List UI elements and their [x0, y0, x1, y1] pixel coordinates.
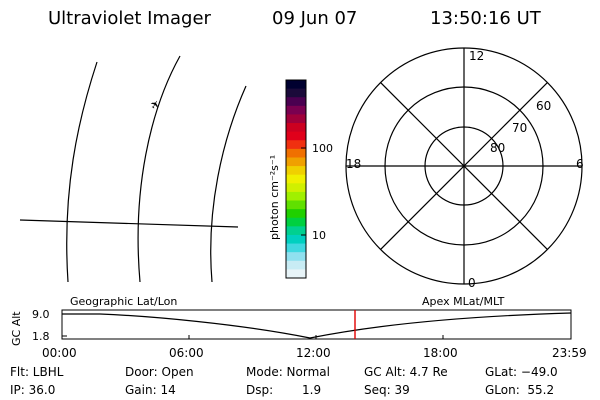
- colorbar-segment: [286, 131, 306, 141]
- altitude-timeline: [61, 309, 572, 340]
- apex-label: Apex MLat/MLT: [422, 295, 505, 308]
- colorbar-segment: [286, 209, 306, 219]
- dsp-status-label: Dsp:: [246, 383, 274, 397]
- colorbar-segment: [286, 148, 306, 158]
- door-status: Door: Open: [125, 365, 194, 379]
- timeline-frame: [61, 309, 572, 340]
- colorbar-segment: [286, 191, 306, 202]
- colorbar-label-10: 10: [312, 229, 326, 242]
- timeline-y-axis-label: GC Alt: [10, 311, 23, 346]
- timeline-ytick-label-1: 1.8: [32, 330, 50, 343]
- gc-alt-status: GC Alt: 4.7 Re: [364, 365, 448, 379]
- glon-status: GLon: 55.2: [485, 383, 555, 397]
- meridian-line-2: [137, 55, 181, 283]
- instrument-title: Ultraviolet Imager: [48, 8, 211, 29]
- colorbar-segment: [286, 260, 306, 270]
- mode-status: Mode: Normal: [246, 365, 330, 379]
- colorbar-segment: [286, 252, 306, 262]
- timeline-ytick-label-9: 9.0: [32, 308, 50, 321]
- lat-label-70: 70: [512, 121, 527, 135]
- colorbar-segment: [286, 269, 306, 279]
- colorbar-segment: [286, 97, 306, 107]
- polar-diagonal-2: [380, 82, 548, 250]
- time-label: 13:50:16 UT: [430, 8, 541, 29]
- meridian-line-3: [210, 85, 247, 283]
- xtick-label-2359: 23:59: [552, 346, 587, 360]
- colorbar-segment: [286, 166, 306, 176]
- colorbar-segment: [286, 217, 306, 227]
- filter-status: Flt: LBHL: [10, 365, 64, 379]
- mlt-label-6: 6: [576, 157, 584, 171]
- colorbar-segment: [286, 226, 306, 236]
- xtick-label-1200: 12:00: [296, 346, 331, 360]
- xtick-label-0000: 00:00: [42, 346, 77, 360]
- colorbar-segment: [286, 157, 306, 167]
- colorbar-label-100: 100: [312, 142, 333, 155]
- polar-plot: [345, 47, 583, 285]
- parallel-line: [19, 219, 239, 228]
- colorbar-segment: [286, 88, 306, 98]
- colorbar-segment: [286, 140, 306, 150]
- altitude-curve: [62, 312, 572, 339]
- mlt-label-0: 0: [468, 276, 476, 290]
- meridian-line-1: [66, 61, 98, 283]
- mlt-label-12: 12: [469, 49, 484, 63]
- date-label: 09 Jun 07: [272, 8, 358, 29]
- colorbar-segment: [286, 174, 306, 184]
- mlt-label-18: 18: [346, 157, 361, 171]
- colorbar-segment: [286, 200, 306, 210]
- colorbar-segment: [286, 243, 306, 253]
- colorbar-segment: [286, 234, 306, 245]
- geographic-map: [19, 55, 247, 283]
- glat-status: GLat: −49.0: [485, 365, 558, 379]
- ip-status: IP: 36.0: [10, 383, 56, 397]
- seq-status: Seq: 39: [364, 383, 410, 397]
- colorbar-segment: [286, 123, 306, 133]
- lat-label-60: 60: [536, 99, 551, 113]
- colorbar-segment: [286, 80, 306, 90]
- xtick-label-0600: 06:00: [169, 346, 204, 360]
- colorbar-unit-label: photon cm⁻²s⁻¹: [268, 155, 281, 240]
- colorbar-segment: [286, 114, 306, 124]
- colorbar-segment: [286, 183, 306, 193]
- colorbar-frame: [285, 79, 307, 279]
- colorbar-segment: [286, 105, 306, 115]
- lat-label-80: 80: [490, 141, 505, 155]
- gain-status: Gain: 14: [125, 383, 176, 397]
- colorbar: [286, 80, 306, 279]
- xtick-label-1800: 18:00: [423, 346, 458, 360]
- geographic-label: Geographic Lat/Lon: [70, 295, 177, 308]
- dsp-status-value: 1.9: [302, 383, 322, 397]
